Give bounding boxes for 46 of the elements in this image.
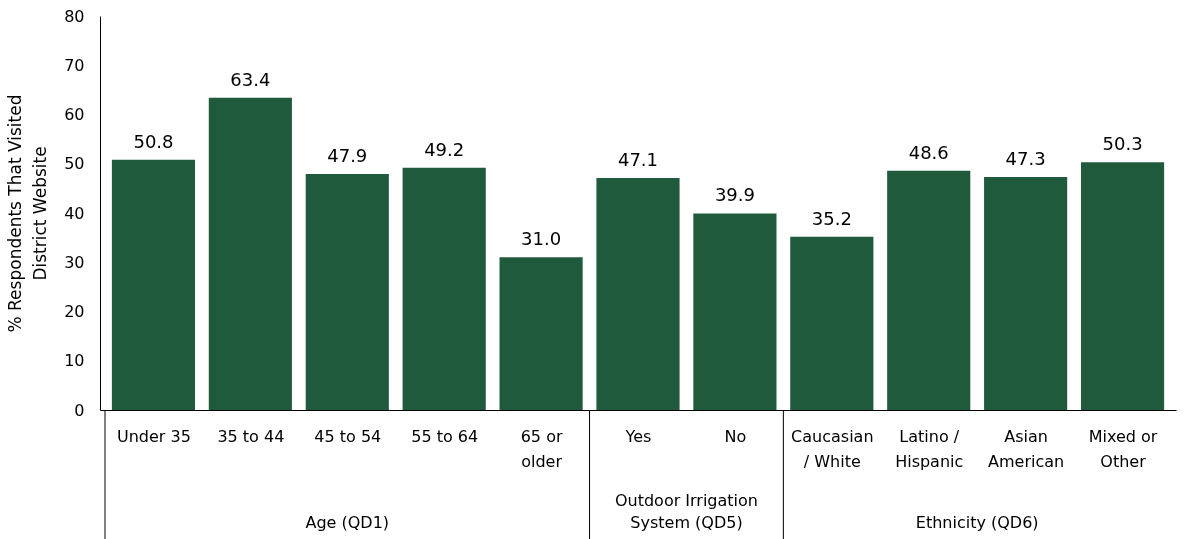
data-label: 50.3 — [1102, 133, 1143, 155]
bar — [596, 178, 680, 410]
x-tick-label: 55 to 64 — [411, 426, 479, 446]
data-label: 47.9 — [327, 145, 368, 167]
data-label: 39.9 — [714, 184, 755, 206]
text: Ethnicity (QD6) — [915, 513, 1039, 532]
bar — [790, 236, 874, 410]
bar — [305, 174, 389, 410]
y-axis-title: % Respondents That Visited District Website — [5, 94, 51, 333]
y-tick-label: 30 — [64, 252, 85, 272]
data-label: 63.4 — [230, 68, 271, 90]
data-label: 47.1 — [617, 149, 659, 171]
bar — [1080, 162, 1165, 410]
data-label: 47.3 — [1005, 148, 1046, 170]
bar — [984, 177, 1068, 410]
x-tick-label: 35 to 44 — [217, 426, 285, 446]
bar — [208, 97, 292, 410]
bar — [887, 170, 971, 410]
x-tick-label: Yes — [624, 426, 652, 446]
data-label: 50.8 — [133, 130, 174, 152]
x-tick-label: Under 35 — [117, 426, 191, 446]
bar — [693, 213, 777, 410]
bar — [111, 159, 196, 410]
y-tick-label: 0 — [74, 400, 85, 420]
x-tick-label: 45 to 54 — [314, 426, 382, 446]
y-tick-label: 80 — [64, 6, 85, 26]
x-tick-label: Caucasian / White — [791, 426, 874, 471]
x-tick-label: Latino / Hispanic — [895, 426, 964, 471]
data-label: 35.2 — [811, 207, 852, 229]
data-label: 49.2 — [424, 138, 465, 160]
data-label: 48.6 — [908, 141, 949, 163]
x-tick-label: Mixed or Other — [1088, 426, 1158, 471]
x-tick-label: 65 or older — [520, 426, 563, 471]
data-label: 31.0 — [521, 228, 562, 250]
x-tick-label: No — [724, 426, 747, 446]
y-tick-label: 20 — [64, 302, 85, 321]
bar — [499, 257, 583, 410]
y-tick-label: 70 — [64, 55, 85, 75]
text: Outdoor Irrigation System (QD5) — [614, 491, 758, 532]
y-tick-label: 10 — [64, 351, 85, 371]
x-tick-label: Asian American — [988, 426, 1065, 471]
bar — [402, 167, 486, 410]
y-tick-label: 40 — [64, 203, 85, 223]
y-tick-label: 60 — [64, 105, 85, 124]
text: Age (QD1) — [305, 513, 390, 532]
y-tick-label: 50 — [64, 154, 85, 174]
